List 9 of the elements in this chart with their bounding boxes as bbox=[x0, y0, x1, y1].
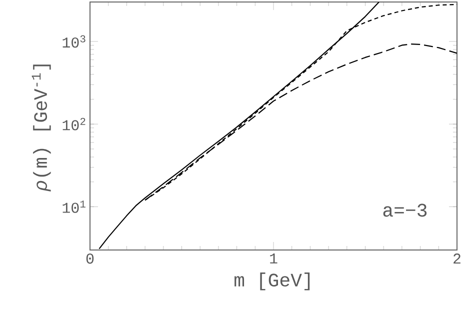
y-tick-label: 10$^{1}$ bbox=[62, 200, 86, 213]
y-axis-title: ρ(m) [GeV$^{-1}$] bbox=[32, 64, 51, 192]
y-tick-label: 10$^{2}$ bbox=[62, 118, 86, 130]
y-tick-label: 10$^{3}$ bbox=[62, 35, 86, 48]
annotation: a=−3 bbox=[383, 204, 427, 217]
x-axis-title: m [GeV] bbox=[234, 272, 310, 290]
x-tick-label: 1 bbox=[270, 254, 278, 264]
x-tick-label: 0 bbox=[86, 254, 94, 264]
x-tick-label: 2 bbox=[454, 254, 460, 264]
